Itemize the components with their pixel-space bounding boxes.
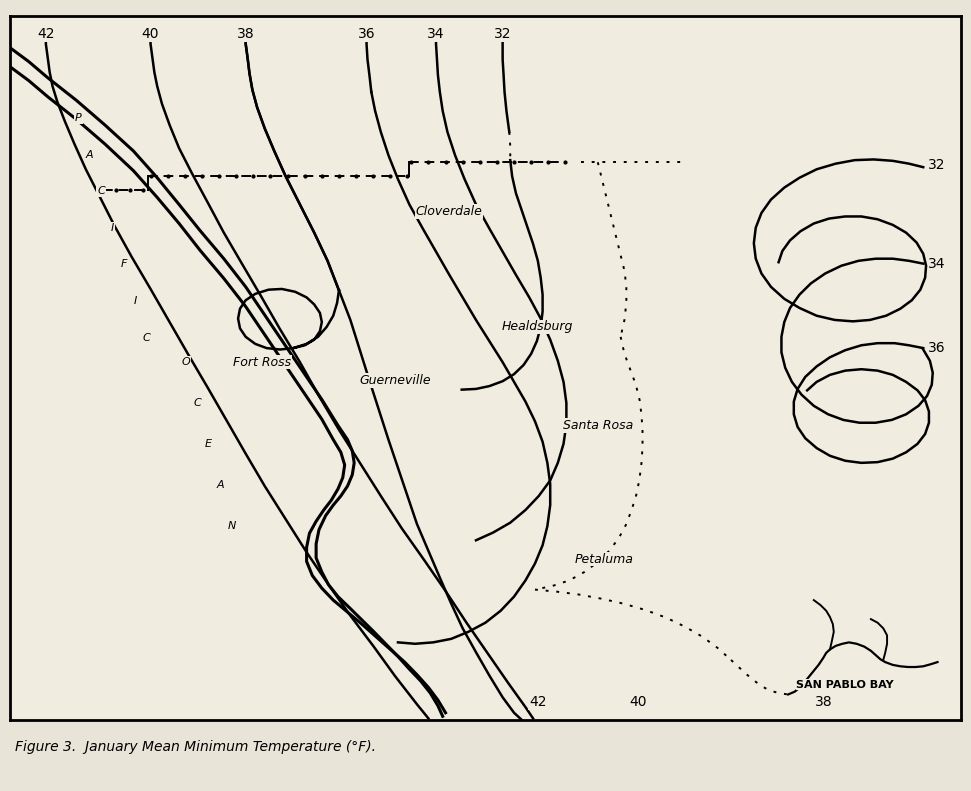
Text: 40: 40 — [629, 695, 647, 710]
Text: A: A — [85, 149, 93, 160]
Text: O: O — [182, 358, 190, 367]
Text: I: I — [134, 296, 137, 306]
Text: 34: 34 — [427, 27, 445, 41]
Text: 34: 34 — [928, 256, 946, 271]
Text: E: E — [205, 439, 212, 448]
Text: 38: 38 — [237, 27, 254, 41]
Text: Cloverdale: Cloverdale — [416, 205, 483, 218]
Text: Fort Ross: Fort Ross — [233, 356, 291, 369]
Text: N: N — [227, 520, 236, 531]
Text: 38: 38 — [815, 695, 832, 710]
Text: 36: 36 — [928, 341, 946, 355]
Text: C: C — [193, 398, 201, 408]
Text: 36: 36 — [357, 27, 376, 41]
Text: SAN PABLO BAY: SAN PABLO BAY — [796, 679, 894, 690]
Text: 32: 32 — [494, 27, 512, 41]
Text: A: A — [217, 479, 224, 490]
Text: 32: 32 — [928, 158, 946, 172]
Text: C: C — [143, 332, 151, 343]
Text: P: P — [75, 113, 82, 123]
Text: Guerneville: Guerneville — [359, 374, 431, 387]
Text: I: I — [111, 223, 115, 233]
Text: 42: 42 — [37, 27, 54, 41]
Text: F: F — [120, 259, 127, 269]
Text: Santa Rosa: Santa Rosa — [562, 419, 633, 432]
Text: C: C — [97, 186, 105, 196]
Text: Figure 3.  January Mean Minimum Temperature (°F).: Figure 3. January Mean Minimum Temperatu… — [15, 740, 376, 755]
Text: Petaluma: Petaluma — [575, 553, 634, 566]
Text: Healdsburg: Healdsburg — [502, 320, 574, 334]
Text: 40: 40 — [142, 27, 159, 41]
Text: 42: 42 — [529, 695, 547, 710]
